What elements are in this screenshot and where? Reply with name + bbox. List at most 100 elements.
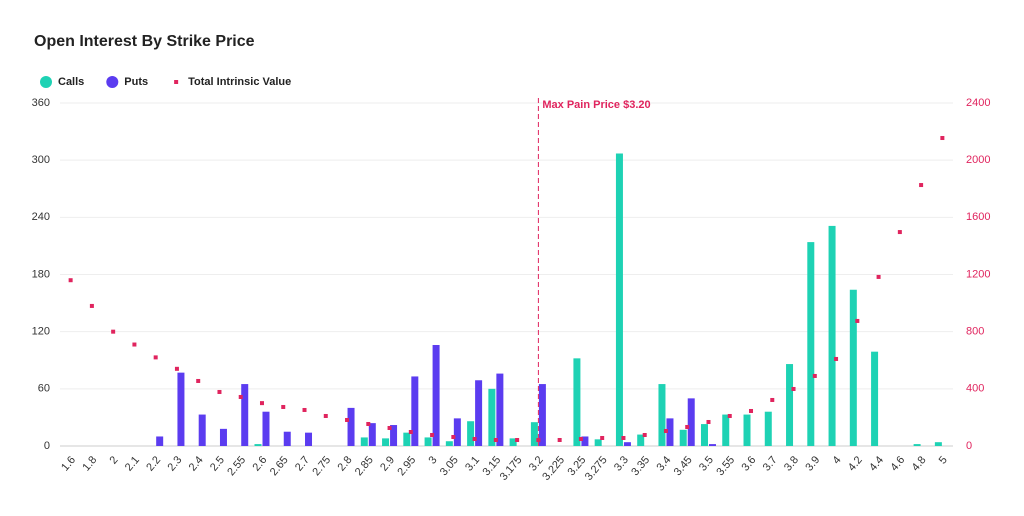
x-tick-label: 1.8 [80,454,99,473]
x-tick-label: 2.85 [353,454,376,478]
x-tick-label: 3.8 [782,454,801,473]
bar [687,398,695,446]
bar [283,431,291,446]
bar [530,422,538,446]
point [727,413,732,418]
bar [679,429,687,446]
y-tick-label: 60 [38,383,50,395]
bar [453,418,461,446]
point [897,230,902,235]
y2-tick-label: 1200 [966,268,990,280]
bar [411,376,419,446]
legend-marker [106,76,119,88]
point [111,329,116,334]
point [770,397,775,402]
bar [390,425,398,446]
x-tick-label: 2.55 [225,454,248,478]
point [557,437,562,442]
point [451,434,456,439]
x-tick-label: 3.9 [803,454,822,473]
y2-tick-label: 1600 [966,211,990,223]
y2-tick-label: 2000 [966,154,990,166]
x-tick-label: 4 [830,454,843,466]
bar [786,364,794,446]
legend-label: Calls [58,76,84,88]
bar [403,432,411,446]
point [706,419,711,424]
bar [241,384,249,446]
bar [219,428,227,446]
bar [262,411,270,446]
bar [509,438,517,446]
point [153,355,158,360]
bar [666,418,674,446]
bar [934,442,942,446]
point [196,378,201,383]
point [430,432,435,437]
point [472,436,477,441]
point [685,424,690,429]
point [323,413,328,418]
bar [368,423,376,446]
point [791,386,796,391]
y-tick-label: 300 [32,154,50,166]
y-tick-label: 240 [32,211,50,223]
point [493,437,498,442]
bar [615,153,623,446]
x-tick-label: 4.4 [867,454,886,473]
point [345,417,350,422]
bar [198,414,206,446]
point [855,318,860,323]
bar [807,242,815,446]
legend-marker [174,80,179,84]
bar [305,432,313,446]
x-tick-label: 2.75 [310,454,333,478]
x-tick-label: 2.3 [165,454,184,473]
bar [828,225,836,446]
bar [177,372,185,446]
point [132,342,137,347]
point [834,356,839,361]
point [642,432,647,437]
point [174,366,179,371]
x-tick-label: 3.45 [672,454,695,478]
bar [360,437,368,446]
bar [573,358,581,446]
point [217,389,222,394]
x-tick-label: 4.8 [910,454,929,473]
x-tick-label: 3.6 [740,454,759,473]
x-tick-label: 2 [108,454,121,466]
point [749,408,754,413]
bar [254,444,262,446]
x-tick-label: 2.2 [144,454,163,473]
bar [432,345,440,446]
bar [424,437,432,446]
y-tick-label: 180 [32,268,50,280]
bar [496,373,504,446]
point [366,421,371,426]
x-tick-label: 3.175 [498,454,525,483]
bar [658,384,666,446]
y2-tick-label: 400 [966,383,984,395]
bar [347,407,355,446]
point [919,183,924,188]
annotation: Max Pain Price $3.20 [542,99,650,111]
x-tick-label: 3.55 [714,454,737,478]
y-tick-label: 360 [32,97,50,109]
y2-tick-label: 0 [966,440,972,452]
bar [708,444,716,446]
point [536,437,541,442]
y-tick-label: 0 [44,440,50,452]
x-tick-label: 2.1 [123,454,142,473]
point [940,136,945,141]
point [876,274,881,279]
legend-marker [40,76,52,88]
x-tick-label: 1.6 [59,454,78,473]
bar [594,439,602,446]
y2-tick-label: 800 [966,326,984,338]
bar [538,384,546,446]
x-tick-label: 5 [937,454,950,466]
point [259,401,264,406]
point [408,429,413,434]
point [281,404,286,409]
